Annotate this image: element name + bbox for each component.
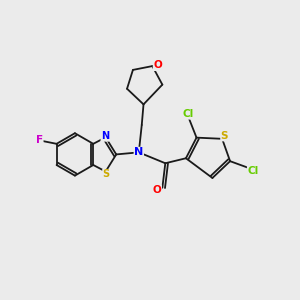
Text: O: O bbox=[153, 61, 162, 70]
Text: S: S bbox=[221, 131, 228, 141]
Text: F: F bbox=[36, 135, 43, 145]
Text: Cl: Cl bbox=[248, 166, 259, 176]
Text: N: N bbox=[134, 147, 143, 158]
Text: N: N bbox=[101, 131, 109, 141]
Text: S: S bbox=[103, 169, 110, 179]
Text: O: O bbox=[153, 185, 161, 195]
Text: Cl: Cl bbox=[183, 109, 194, 119]
